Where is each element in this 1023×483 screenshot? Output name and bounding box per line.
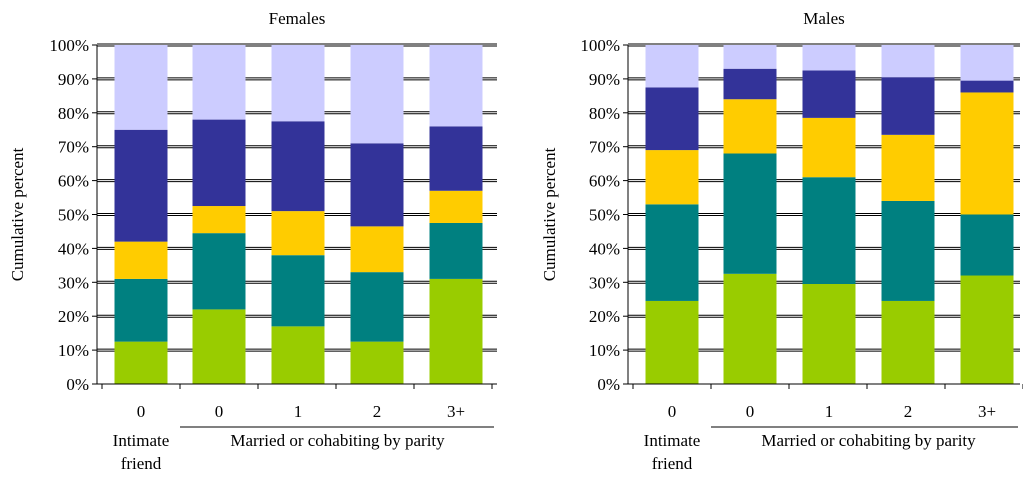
- bar-segment: [960, 275, 1014, 384]
- group-label: Married or cohabiting by parity: [230, 431, 445, 450]
- y-tick-label: 70%: [58, 138, 89, 157]
- bar-segment: [881, 45, 935, 78]
- bar-segment: [645, 150, 699, 205]
- bar-segment: [723, 153, 777, 274]
- bar-segment: [802, 70, 856, 118]
- bar-segment: [192, 119, 246, 207]
- bar-segment: [723, 45, 777, 69]
- y-tick-label: 40%: [58, 239, 89, 258]
- y-tick-label: 30%: [58, 273, 89, 292]
- bar-segment: [271, 211, 325, 256]
- group-label: friend: [121, 454, 162, 473]
- bar-segment: [350, 272, 404, 342]
- bar-segment: [645, 300, 699, 384]
- group-label: Intimate: [644, 431, 701, 450]
- y-tick-label: 80%: [58, 104, 89, 123]
- bar-segment: [271, 45, 325, 122]
- bar-segment: [723, 99, 777, 154]
- group-label: Married or cohabiting by parity: [761, 431, 976, 450]
- chart-0: Females 0% 10% 20% 30% 40% 50% 60% 70% 80% 90% 100%…: [8, 9, 497, 473]
- bar-segment: [114, 341, 168, 384]
- bar-segment: [881, 77, 935, 135]
- x-tick-label: 1: [294, 402, 303, 421]
- bar-segment: [881, 200, 935, 301]
- x-tick-label: 3+: [978, 402, 996, 421]
- bar-segment: [429, 190, 483, 223]
- y-tick-label: 50%: [589, 206, 620, 225]
- x-tick-label: 0: [668, 402, 677, 421]
- bar-segment: [192, 45, 246, 120]
- bar-segment: [192, 309, 246, 384]
- bar-segment: [645, 87, 699, 151]
- bar-segment: [114, 278, 168, 342]
- group-label: friend: [652, 454, 693, 473]
- bar-segment: [114, 129, 168, 242]
- y-tick-label: 90%: [58, 70, 89, 89]
- bar-segment: [271, 121, 325, 212]
- y-tick-label: 80%: [589, 104, 620, 123]
- y-tick-label: 100%: [49, 36, 89, 55]
- bar-segment: [350, 143, 404, 227]
- y-tick-label: 0%: [66, 375, 89, 394]
- bar-segment: [802, 45, 856, 71]
- bar-segment: [960, 214, 1014, 276]
- group-label: Intimate: [113, 431, 170, 450]
- y-axis-title: Cumulative percent: [540, 147, 559, 281]
- bar-segment: [960, 92, 1014, 215]
- y-tick-label: 70%: [589, 138, 620, 157]
- chart-title: Females: [269, 9, 326, 28]
- x-tick-label: 2: [904, 402, 913, 421]
- x-tick-label: 0: [137, 402, 146, 421]
- y-tick-label: 20%: [58, 307, 89, 326]
- y-tick-label: 60%: [58, 172, 89, 191]
- y-tick-label: 60%: [589, 172, 620, 191]
- bar-segment: [114, 241, 168, 279]
- bar-segment: [350, 226, 404, 273]
- bar-segment: [881, 134, 935, 201]
- y-tick-label: 50%: [58, 206, 89, 225]
- y-axis-title: Cumulative percent: [8, 147, 27, 281]
- y-tick-label: 0%: [597, 375, 620, 394]
- x-tick-label: 2: [373, 402, 382, 421]
- y-tick-label: 100%: [580, 36, 620, 55]
- y-tick-label: 20%: [589, 307, 620, 326]
- bar-segment: [429, 278, 483, 384]
- y-tick-label: 90%: [589, 70, 620, 89]
- x-tick-label: 3+: [447, 402, 465, 421]
- bar-segment: [723, 68, 777, 100]
- bar-segment: [192, 233, 246, 310]
- bar-segment: [429, 45, 483, 127]
- bar-segment: [960, 45, 1014, 81]
- x-tick-label: 0: [746, 402, 755, 421]
- y-tick-label: 10%: [589, 341, 620, 360]
- y-tick-label: 10%: [58, 341, 89, 360]
- bar-segment: [350, 45, 404, 144]
- bar-segment: [802, 177, 856, 284]
- bar-segment: [271, 255, 325, 327]
- bar-segment: [429, 126, 483, 191]
- bar-segment: [723, 273, 777, 384]
- bar-segment: [881, 300, 935, 384]
- bar-segment: [645, 204, 699, 301]
- y-tick-label: 30%: [589, 273, 620, 292]
- y-tick-label: 40%: [589, 239, 620, 258]
- x-tick-label: 1: [825, 402, 834, 421]
- bar-segment: [114, 45, 168, 130]
- x-tick-label: 0: [215, 402, 224, 421]
- bar-segment: [802, 283, 856, 384]
- chart-1: Males 0% 10% 20% 30% 40% 50% 60% 70% 80% 90% 100% 0 0…: [540, 9, 1023, 473]
- bar-segment: [645, 45, 699, 88]
- bar-segment: [960, 80, 1014, 93]
- bar-segment: [350, 341, 404, 384]
- bar-segment: [271, 326, 325, 384]
- bar-segment: [429, 222, 483, 279]
- bar-segment: [802, 117, 856, 178]
- bar-segment: [192, 206, 246, 234]
- chart-title: Males: [803, 9, 845, 28]
